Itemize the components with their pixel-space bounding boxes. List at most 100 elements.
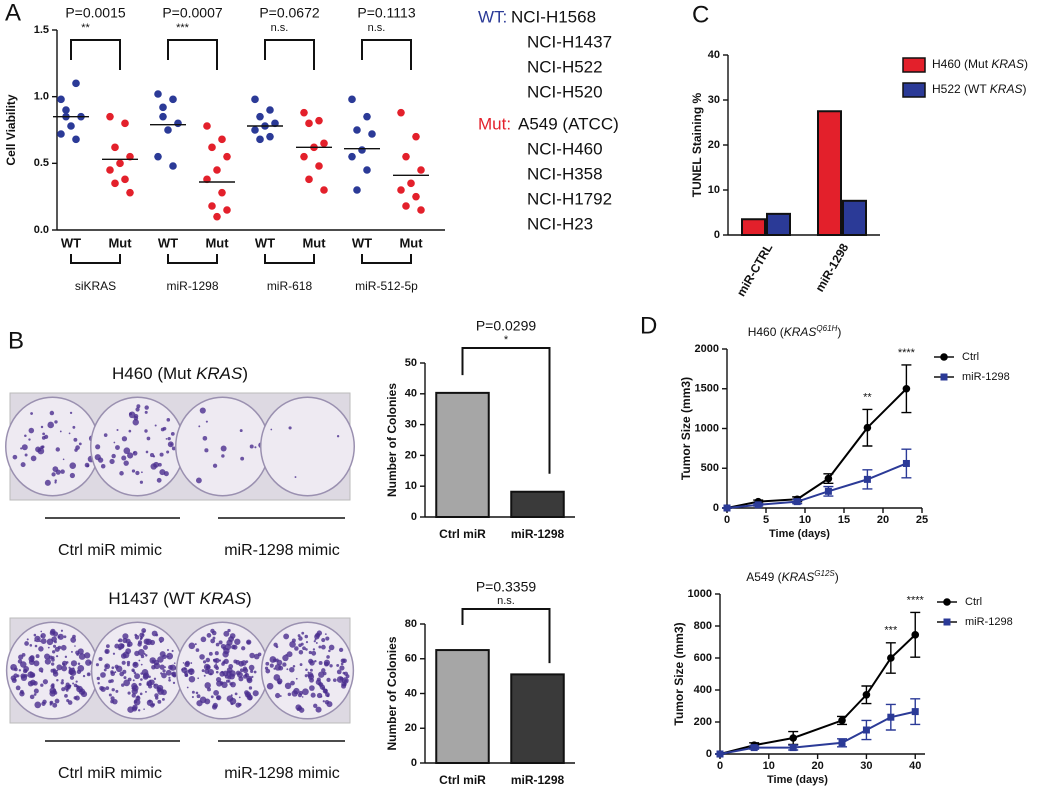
colony <box>119 471 124 476</box>
data-point <box>154 90 162 98</box>
colony <box>151 664 156 670</box>
data-point <box>353 186 361 194</box>
colony <box>97 682 100 685</box>
colony <box>230 681 236 688</box>
cell-line: NCI-H358 <box>527 164 603 183</box>
significance: ** <box>863 391 872 403</box>
colony <box>318 682 322 686</box>
colony <box>164 666 167 668</box>
group-label: miR-1298 <box>166 279 218 293</box>
colony <box>286 668 289 671</box>
colony <box>123 676 127 680</box>
data-point <box>315 162 323 170</box>
series-line <box>719 710 916 755</box>
colony <box>40 425 44 429</box>
colony <box>126 660 131 665</box>
colony <box>166 652 174 660</box>
x-tick-label: miR-1298 <box>511 773 565 787</box>
colony <box>144 405 149 410</box>
colony <box>248 686 253 690</box>
data-point <box>116 159 124 168</box>
colony <box>139 480 143 484</box>
colony <box>231 644 236 650</box>
colony <box>133 671 137 675</box>
colony <box>111 688 115 692</box>
data-point <box>887 713 895 721</box>
colony <box>189 668 194 673</box>
colony <box>72 425 76 429</box>
colony <box>144 410 148 414</box>
colony <box>171 649 174 653</box>
colony <box>131 693 136 698</box>
colony <box>121 660 126 665</box>
colony <box>197 677 200 680</box>
data-point <box>111 179 119 188</box>
colony <box>215 670 219 674</box>
colony <box>114 664 119 669</box>
text-part: KRAS <box>990 82 1023 96</box>
colony <box>254 446 257 449</box>
colony <box>143 672 150 679</box>
data-point <box>402 202 410 210</box>
colony <box>219 671 225 677</box>
colony <box>40 632 46 639</box>
colony <box>343 671 349 676</box>
bar <box>435 649 490 764</box>
colony <box>139 692 143 696</box>
legend-swatch <box>902 82 926 98</box>
colony <box>109 458 115 465</box>
colony <box>282 654 289 662</box>
colony <box>202 660 207 664</box>
data-point <box>154 152 162 161</box>
p-value: P=0.0299 <box>476 318 537 334</box>
colony <box>95 444 101 450</box>
colony <box>207 687 211 692</box>
colony <box>307 671 310 674</box>
cell-line: NCI-H522 <box>527 57 603 76</box>
colony <box>51 650 56 654</box>
significance-bracket <box>461 608 551 664</box>
colony <box>292 664 296 668</box>
colony <box>44 653 51 660</box>
x-tick-label: 20 <box>811 760 823 772</box>
colony <box>100 672 106 678</box>
legend-marker <box>940 373 948 381</box>
colony <box>219 681 224 686</box>
series-line <box>726 462 907 509</box>
colony <box>304 674 308 678</box>
colony <box>154 424 157 427</box>
colony <box>338 647 344 653</box>
colony <box>312 648 316 651</box>
colony <box>224 674 229 679</box>
significance: n.s. <box>271 22 289 34</box>
colony <box>32 674 35 677</box>
cell-line: NCI-H460 <box>527 139 603 158</box>
colony <box>10 667 13 670</box>
y-tick-label: 40 <box>405 388 417 400</box>
colony <box>302 688 309 696</box>
colony <box>73 696 77 700</box>
colony <box>70 660 78 667</box>
colony <box>199 654 205 660</box>
colony <box>173 662 176 664</box>
colony <box>234 638 241 645</box>
colony <box>157 688 165 695</box>
colony <box>134 699 138 704</box>
group-label: siKRAS <box>75 279 116 293</box>
colony <box>172 681 176 684</box>
colony <box>161 697 165 701</box>
colony <box>61 687 66 692</box>
series-line <box>726 388 908 509</box>
colony <box>20 447 23 450</box>
colony <box>40 445 44 450</box>
colony <box>114 643 120 649</box>
data-point <box>793 498 801 506</box>
colony <box>326 694 330 698</box>
colony <box>242 666 248 671</box>
colony <box>316 677 321 682</box>
colony <box>142 630 145 633</box>
colony <box>214 651 219 656</box>
colony <box>55 447 60 452</box>
colony <box>151 630 158 637</box>
colony <box>121 455 127 461</box>
